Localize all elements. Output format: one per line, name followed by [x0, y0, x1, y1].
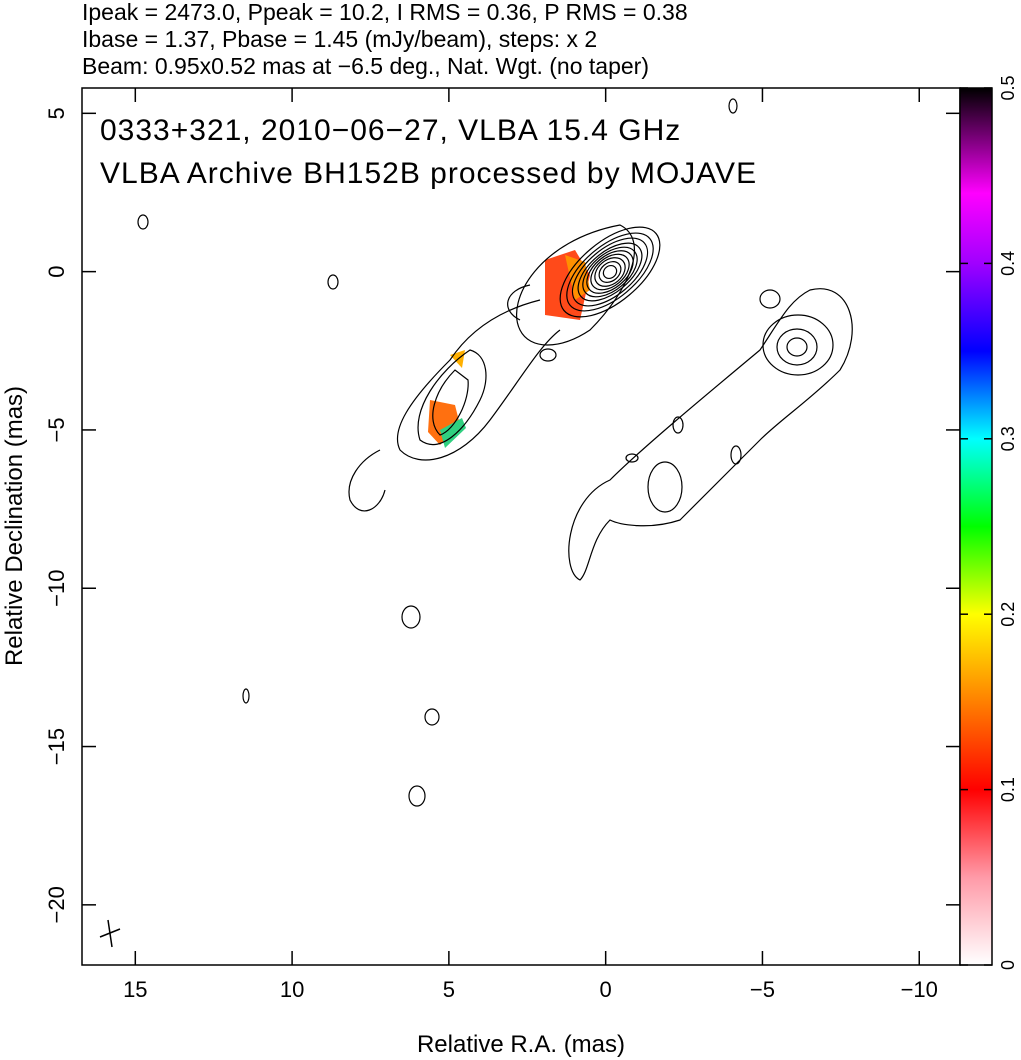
x-tick-label: −10 — [901, 977, 938, 1002]
header-line: Beam: 0.95x0.52 mas at −6.5 deg., Nat. W… — [82, 53, 649, 79]
colorbar — [959, 87, 993, 966]
annotation: 0333+321, 2010−06−27, VLBA 15.4 GHz — [100, 114, 681, 147]
y-tick-label: −5 — [44, 417, 69, 442]
colorbar-tick-label: 0.2 — [998, 602, 1018, 627]
colorbar-tick-label: 0.1 — [998, 777, 1018, 802]
plot-frame — [81, 87, 961, 966]
y-tick-label: −15 — [44, 728, 69, 765]
x-tick-label: −5 — [750, 977, 775, 1002]
x-tick-label: 15 — [123, 977, 147, 1002]
axes: 15 10 5 0 −5 −10 5 0 −5 −10 −15 −20 0 0.1 0.2 0.3 0.4 0.5 — [44, 75, 1018, 1002]
beam-marker — [99, 919, 121, 948]
header-line: Ipeak = 2473.0, Ppeak = 10.2, I RMS = 0.… — [82, 0, 688, 25]
annotation: VLBA Archive BH152B processed by MOJAVE — [100, 157, 757, 190]
colorbar-tick-label: 0.3 — [998, 426, 1018, 451]
y-axis-label: Relative Declination (mas) — [1, 386, 28, 666]
y-tick-label: 0 — [44, 266, 69, 278]
x-tick-label: 10 — [280, 977, 304, 1002]
y-tick-label: −20 — [44, 886, 69, 923]
x-tick-label: 0 — [600, 977, 612, 1002]
x-axis-label: Relative R.A. (mas) — [417, 1031, 625, 1058]
pol-patch — [428, 400, 460, 445]
x-tick-label: 5 — [443, 977, 455, 1002]
y-tick-label: 5 — [44, 107, 69, 119]
y-tick-label: −10 — [44, 570, 69, 607]
colorbar-tick-label: 0 — [998, 960, 1018, 970]
colorbar-tick-label: 0.5 — [998, 75, 1018, 100]
header-line: Ibase = 1.37, Pbase = 1.45 (mJy/beam), s… — [82, 26, 597, 52]
colorbar-tick-label: 0.4 — [998, 251, 1018, 276]
contours — [99, 98, 853, 948]
